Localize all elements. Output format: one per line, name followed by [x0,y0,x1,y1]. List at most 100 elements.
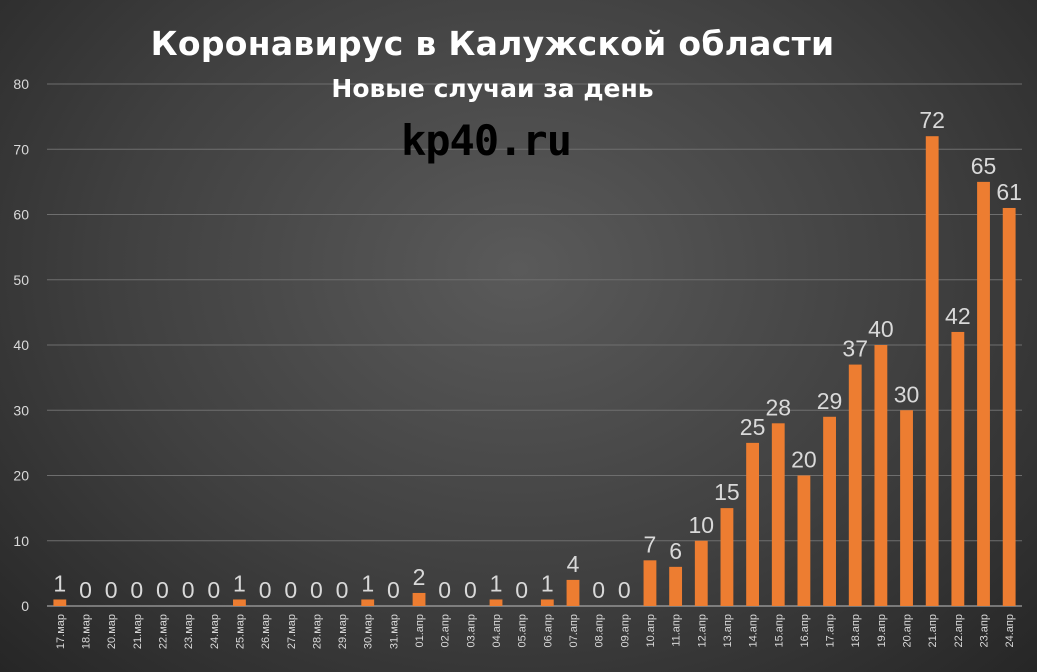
x-tick-label: 18.апр [850,614,862,647]
x-tick-label: 18.мар [80,614,92,649]
data-label: 40 [868,316,894,342]
data-label: 72 [919,107,945,133]
gridlines [47,83,1022,607]
bar [746,442,760,606]
bar [643,560,657,606]
data-label: 15 [714,479,740,505]
chart-title: Коронавирус в Калужской области [150,24,835,63]
bar [771,423,785,606]
y-tick-label: 20 [13,468,29,484]
bar [361,599,375,606]
y-tick-label: 60 [13,207,29,223]
data-label: 2 [413,564,426,590]
data-label: 0 [515,577,528,603]
bar [977,181,990,606]
bars [53,136,1016,606]
data-label: 1 [53,570,66,596]
data-labels: 1 0 0 0 0 0 0 1 0 0 0 0 1 020 0 1 0 140 07 6101525282029374… [53,107,1022,603]
x-tick-label: 01.апр [414,614,426,647]
x-tick-label: 22.апр [953,614,965,647]
y-tick-label: 70 [13,141,29,157]
data-label: 0 [387,577,400,603]
bar [848,364,862,606]
y-tick-label: 40 [13,337,29,353]
chart-subtitle: Новые случаи за день [331,74,654,103]
x-tick-label: 02.апр [440,614,452,647]
bar [566,579,580,606]
x-tick-label: 28.мар [311,614,323,649]
bar [1002,207,1016,606]
data-label: 0 [592,577,605,603]
data-label: 0 [284,577,297,603]
bar [233,599,246,606]
data-label: 42 [945,303,971,329]
data-label: 0 [182,577,195,603]
data-label: 0 [105,577,118,603]
x-tick-label: 08.апр [594,614,606,647]
x-tick-label: 12.апр [696,614,708,647]
data-label: 29 [817,388,843,414]
data-label: 6 [669,538,682,564]
data-label: 10 [688,512,714,538]
data-label: 0 [259,577,272,603]
y-tick-label: 30 [13,402,29,418]
x-tick-label: 31.мар [388,614,400,649]
bar [874,345,888,606]
x-tick-label: 25.мар [234,614,246,649]
data-label: 0 [310,577,323,603]
bar [925,136,939,606]
bar [694,540,708,606]
x-tick-label: 22.мар [157,614,169,649]
data-label: 20 [791,447,817,473]
data-label: 65 [971,153,997,179]
x-tick-label: 17.мар [55,614,67,649]
bar [900,410,913,606]
x-tick-label: 13.апр [722,614,734,647]
y-axis-tick-labels: 0 10 20 30 40 50 60 70 80 [13,76,29,614]
data-label: 0 [438,577,451,603]
x-tick-label: 06.апр [542,614,554,647]
data-label: 0 [207,577,220,603]
bar [412,592,426,606]
data-label: 0 [464,577,477,603]
bar [797,475,811,606]
x-tick-label: 24.апр [1004,614,1016,647]
x-tick-label: 20.мар [106,614,118,649]
bar [720,508,734,606]
x-tick-label: 21.апр [927,614,939,647]
data-label: 0 [618,577,631,603]
x-tick-label: 07.апр [568,614,580,647]
x-tick-label: 20.апр [902,614,914,647]
x-tick-label: 23.апр [979,614,991,647]
x-tick-label: 30.мар [363,614,375,649]
x-tick-label: 03.апр [465,614,477,647]
bar [540,599,554,606]
bar [489,599,503,606]
x-tick-label: 17.апр [825,614,837,647]
data-label: 1 [361,570,374,596]
data-label: 0 [79,577,92,603]
data-label: 25 [740,414,766,440]
y-tick-label: 50 [13,272,29,288]
bar [823,416,836,606]
data-label: 1 [490,570,503,596]
data-label: 61 [996,179,1022,205]
x-tick-label: 16.апр [799,614,811,647]
x-tick-label: 05.апр [517,614,529,647]
data-label: 0 [156,577,169,603]
y-tick-label: 80 [13,76,29,92]
watermark-logo: kp40.ru [400,116,572,165]
bar [53,599,67,606]
x-tick-label: 29.мар [337,614,349,649]
data-label: 7 [644,531,657,557]
x-axis-tick-labels: 17.мар 18.мар 20.мар 21.мар 22.мар 23.мар 24.м… [55,614,1016,649]
x-tick-label: 11.апр [671,614,683,647]
bar [669,566,683,606]
data-label: 4 [567,551,580,577]
y-tick-label: 10 [13,533,29,549]
bar [951,331,965,606]
data-label: 1 [541,570,554,596]
data-label: 0 [130,577,143,603]
x-tick-label: 26.мар [260,614,272,649]
